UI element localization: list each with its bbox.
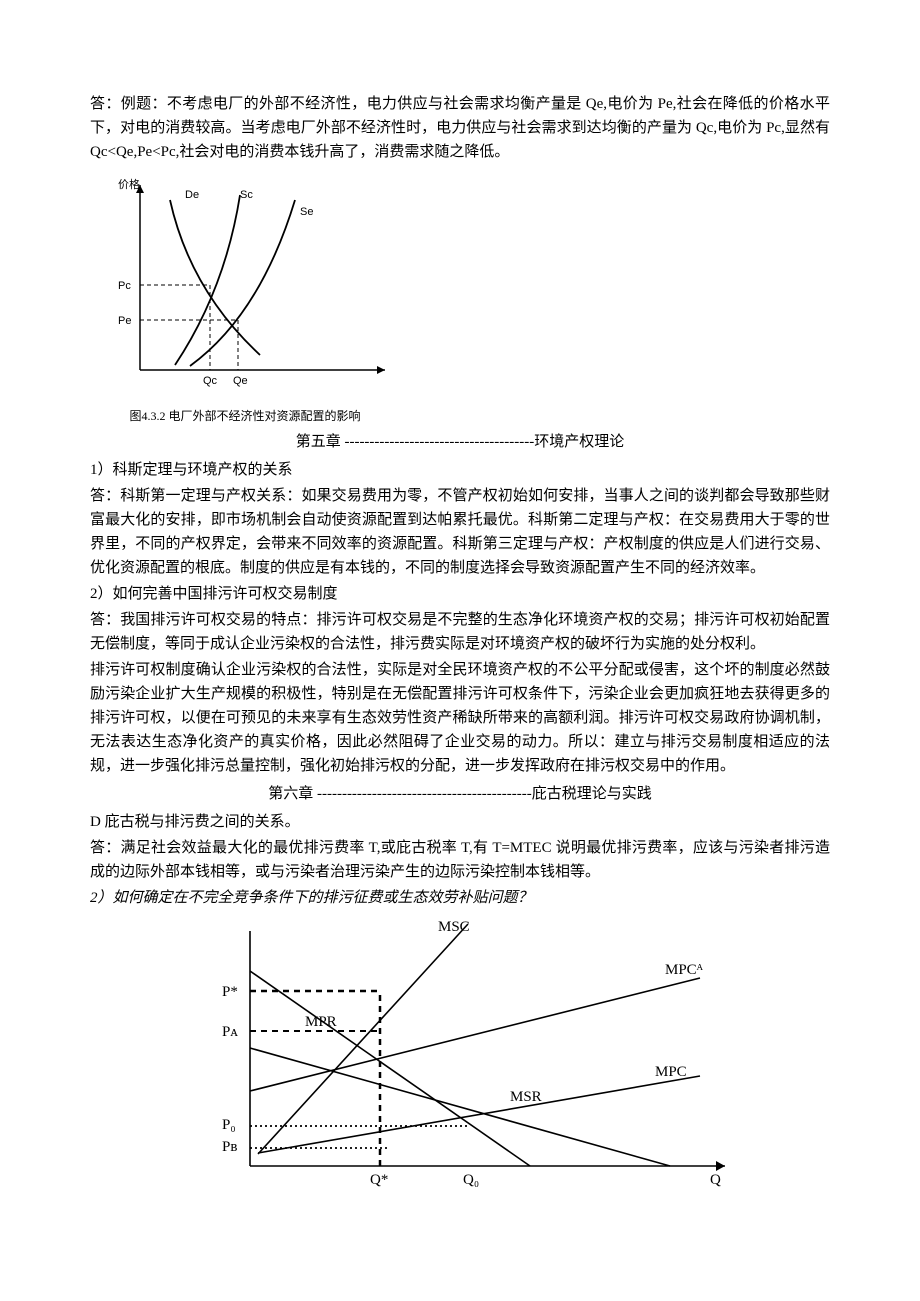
fig2-qstar: Q*	[370, 1172, 388, 1188]
fig1-curve-sc: Sc	[240, 189, 253, 201]
a6-d: 答：满足社会效益最大化的最优排污费率 T,或庇古税率 T,有 T=MTEC 说明…	[90, 836, 830, 884]
fig2-q0: Q₀	[463, 1172, 479, 1188]
q5-1: 1）科斯定理与环境产权的关系	[90, 458, 830, 482]
fig1-curve-se: Se	[300, 206, 313, 218]
fig1-y-axis-label: 价格	[118, 177, 140, 191]
figure-4-3-2-caption: 图4.3.2 电厂外部不经济性对资源配置的影响	[90, 407, 400, 426]
fig2-pb: Pʙ	[222, 1139, 237, 1155]
fig2-pa: Pᴀ	[222, 1024, 238, 1040]
figure-msc-mpc: Q MSC MPCᴬ MPC MPR MSR Q* P* Pᴀ	[90, 916, 830, 1196]
answer-example-text: 答：例题：不考虑电厂的外部不经济性，电力供应与社会需求均衡产量是 Qe,电价为 …	[90, 92, 830, 164]
fig2-msc: MSC	[438, 919, 470, 935]
q5-2: 2）如何完善中国排污许可权交易制度	[90, 582, 830, 606]
q6-2: 2）如何确定在不完全竞争条件下的排污征费或生态效劳补贴问题？	[90, 886, 830, 910]
a5-1: 答：科斯第一定理与产权关系：如果交易费用为零，不管产权初始如何安排，当事人之间的…	[90, 484, 830, 580]
figure-4-3-2-svg: 价格 De Sc Se Pc Qc Pe Qe	[90, 170, 400, 405]
fig2-p0: P₀	[222, 1117, 236, 1133]
fig1-pe-label: Pe	[118, 315, 131, 327]
q6-d: D 庇古税与排污费之间的关系。	[90, 810, 830, 834]
fig2-mpca: MPCᴬ	[665, 962, 704, 978]
a5-2b: 排污许可权制度确认企业污染权的合法性，实际是对全民环境资产权的不公平分配或侵害，…	[90, 658, 830, 778]
fig2-mpr: MPR	[305, 1014, 337, 1030]
fig2-q-axis: Q	[710, 1172, 721, 1188]
a5-2a: 答：我国排污许可权交易的特点：排污许可权交易是不完整的生态净化环境资产权的交易；…	[90, 608, 830, 656]
fig2-msr: MSR	[510, 1089, 542, 1105]
figure-4-3-2: 价格 De Sc Se Pc Qc Pe Qe 图4.3.2 电厂外部不经济性对…	[90, 170, 830, 426]
fig2-pstar: P*	[222, 984, 238, 1000]
fig1-pc-label: Pc	[118, 280, 131, 292]
chapter-5-heading: 第五章 ------------------------------------…	[90, 430, 830, 454]
fig1-curve-de: De	[185, 189, 199, 201]
fig1-qe-label: Qe	[233, 375, 248, 387]
fig1-qc-label: Qc	[203, 375, 218, 387]
fig2-mpc: MPC	[655, 1064, 687, 1080]
figure-msc-mpc-svg: Q MSC MPCᴬ MPC MPR MSR Q* P* Pᴀ	[180, 916, 740, 1196]
chapter-6-heading: 第六章 ------------------------------------…	[90, 782, 830, 806]
